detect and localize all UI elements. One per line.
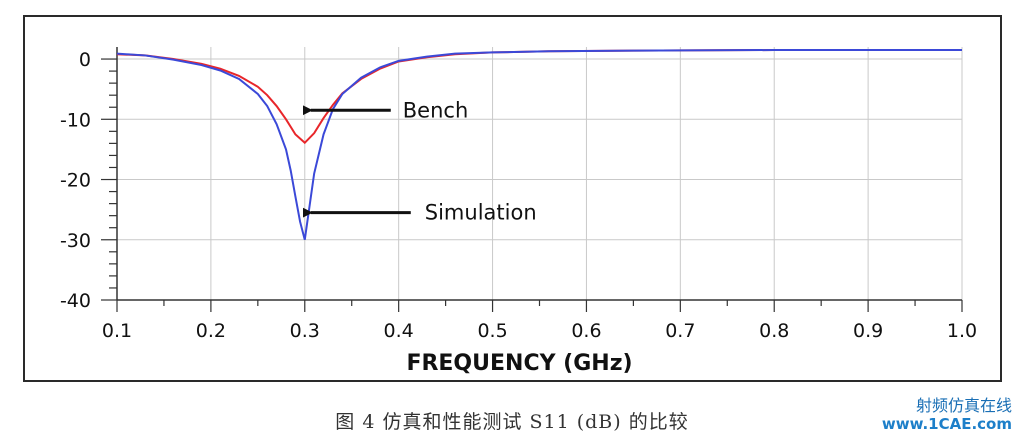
x-tick-label: 0.7 [665,320,695,342]
axes: 0 -10 -20 -30 -40 0.1 0.2 0.3 0.4 0.5 0.6 0.7 0.8 0.9… [60,47,977,342]
series-line-bench [116,49,962,145]
chart-frame: 0 -10 -20 -30 -40 0.1 0.2 0.3 0.4 0.5 0.6 0.7 0.8 0.9… [23,15,1002,382]
series-lines [116,49,962,241]
x-tick-label: 0.3 [290,320,320,342]
s11-chart: 0 -10 -20 -30 -40 0.1 0.2 0.3 0.4 0.5 0.6 0.7 0.8 0.9… [60,47,977,376]
x-tick-label: 0.5 [477,320,507,342]
annotation-label-bench: Bench [403,98,469,122]
x-tick-label: 0.2 [196,320,226,342]
x-tick-label: 0.8 [759,320,789,342]
y-tick-label: -20 [60,170,91,192]
grid [116,47,963,301]
x-tick-label: 0.4 [384,320,414,342]
watermark: 射频仿真在线 www.1CAE.com [881,396,1012,434]
x-tick-label: 1.0 [947,320,977,342]
y-tick-label: 0 [79,49,91,71]
annotations: Bench Simulation [302,98,537,225]
y-tick-label: -40 [60,290,91,312]
x-axis-title: FREQUENCY (GHz) [406,351,632,376]
annotation-label-simulation: Simulation [425,201,537,225]
y-tick-label: -10 [60,109,91,131]
x-tick-label: 0.9 [853,320,883,342]
watermark-title: 射频仿真在线 [915,396,1012,415]
series-line-simulation [116,49,962,241]
watermark-site: www.1CAE.com [881,415,1012,433]
y-tick-label: -30 [60,230,91,252]
x-tick-label: 0.1 [102,320,132,342]
x-tick-label: 0.6 [571,320,601,342]
figure-caption: 图 4 仿真和性能测试 S11 (dB) 的比较 [335,411,689,433]
